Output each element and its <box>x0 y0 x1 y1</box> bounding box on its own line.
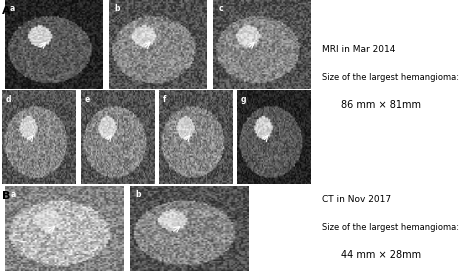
Text: B: B <box>2 191 11 201</box>
Text: 44 mm × 28mm: 44 mm × 28mm <box>341 250 421 260</box>
Text: d: d <box>6 95 11 104</box>
Text: A: A <box>2 6 11 16</box>
Text: a: a <box>10 190 16 199</box>
Text: c: c <box>218 4 223 13</box>
Text: 86 mm × 81mm: 86 mm × 81mm <box>341 100 421 110</box>
Text: Size of the largest hemangioma:: Size of the largest hemangioma: <box>322 73 459 82</box>
Text: b: b <box>114 4 119 13</box>
Text: a: a <box>9 4 15 13</box>
Text: b: b <box>136 190 141 199</box>
Text: f: f <box>163 95 166 104</box>
Text: Size of the largest hemangioma:: Size of the largest hemangioma: <box>322 223 459 232</box>
Text: g: g <box>241 95 246 104</box>
Text: e: e <box>84 95 90 104</box>
Text: MRI in Mar 2014: MRI in Mar 2014 <box>322 45 396 54</box>
Text: CT in Nov 2017: CT in Nov 2017 <box>322 195 392 204</box>
